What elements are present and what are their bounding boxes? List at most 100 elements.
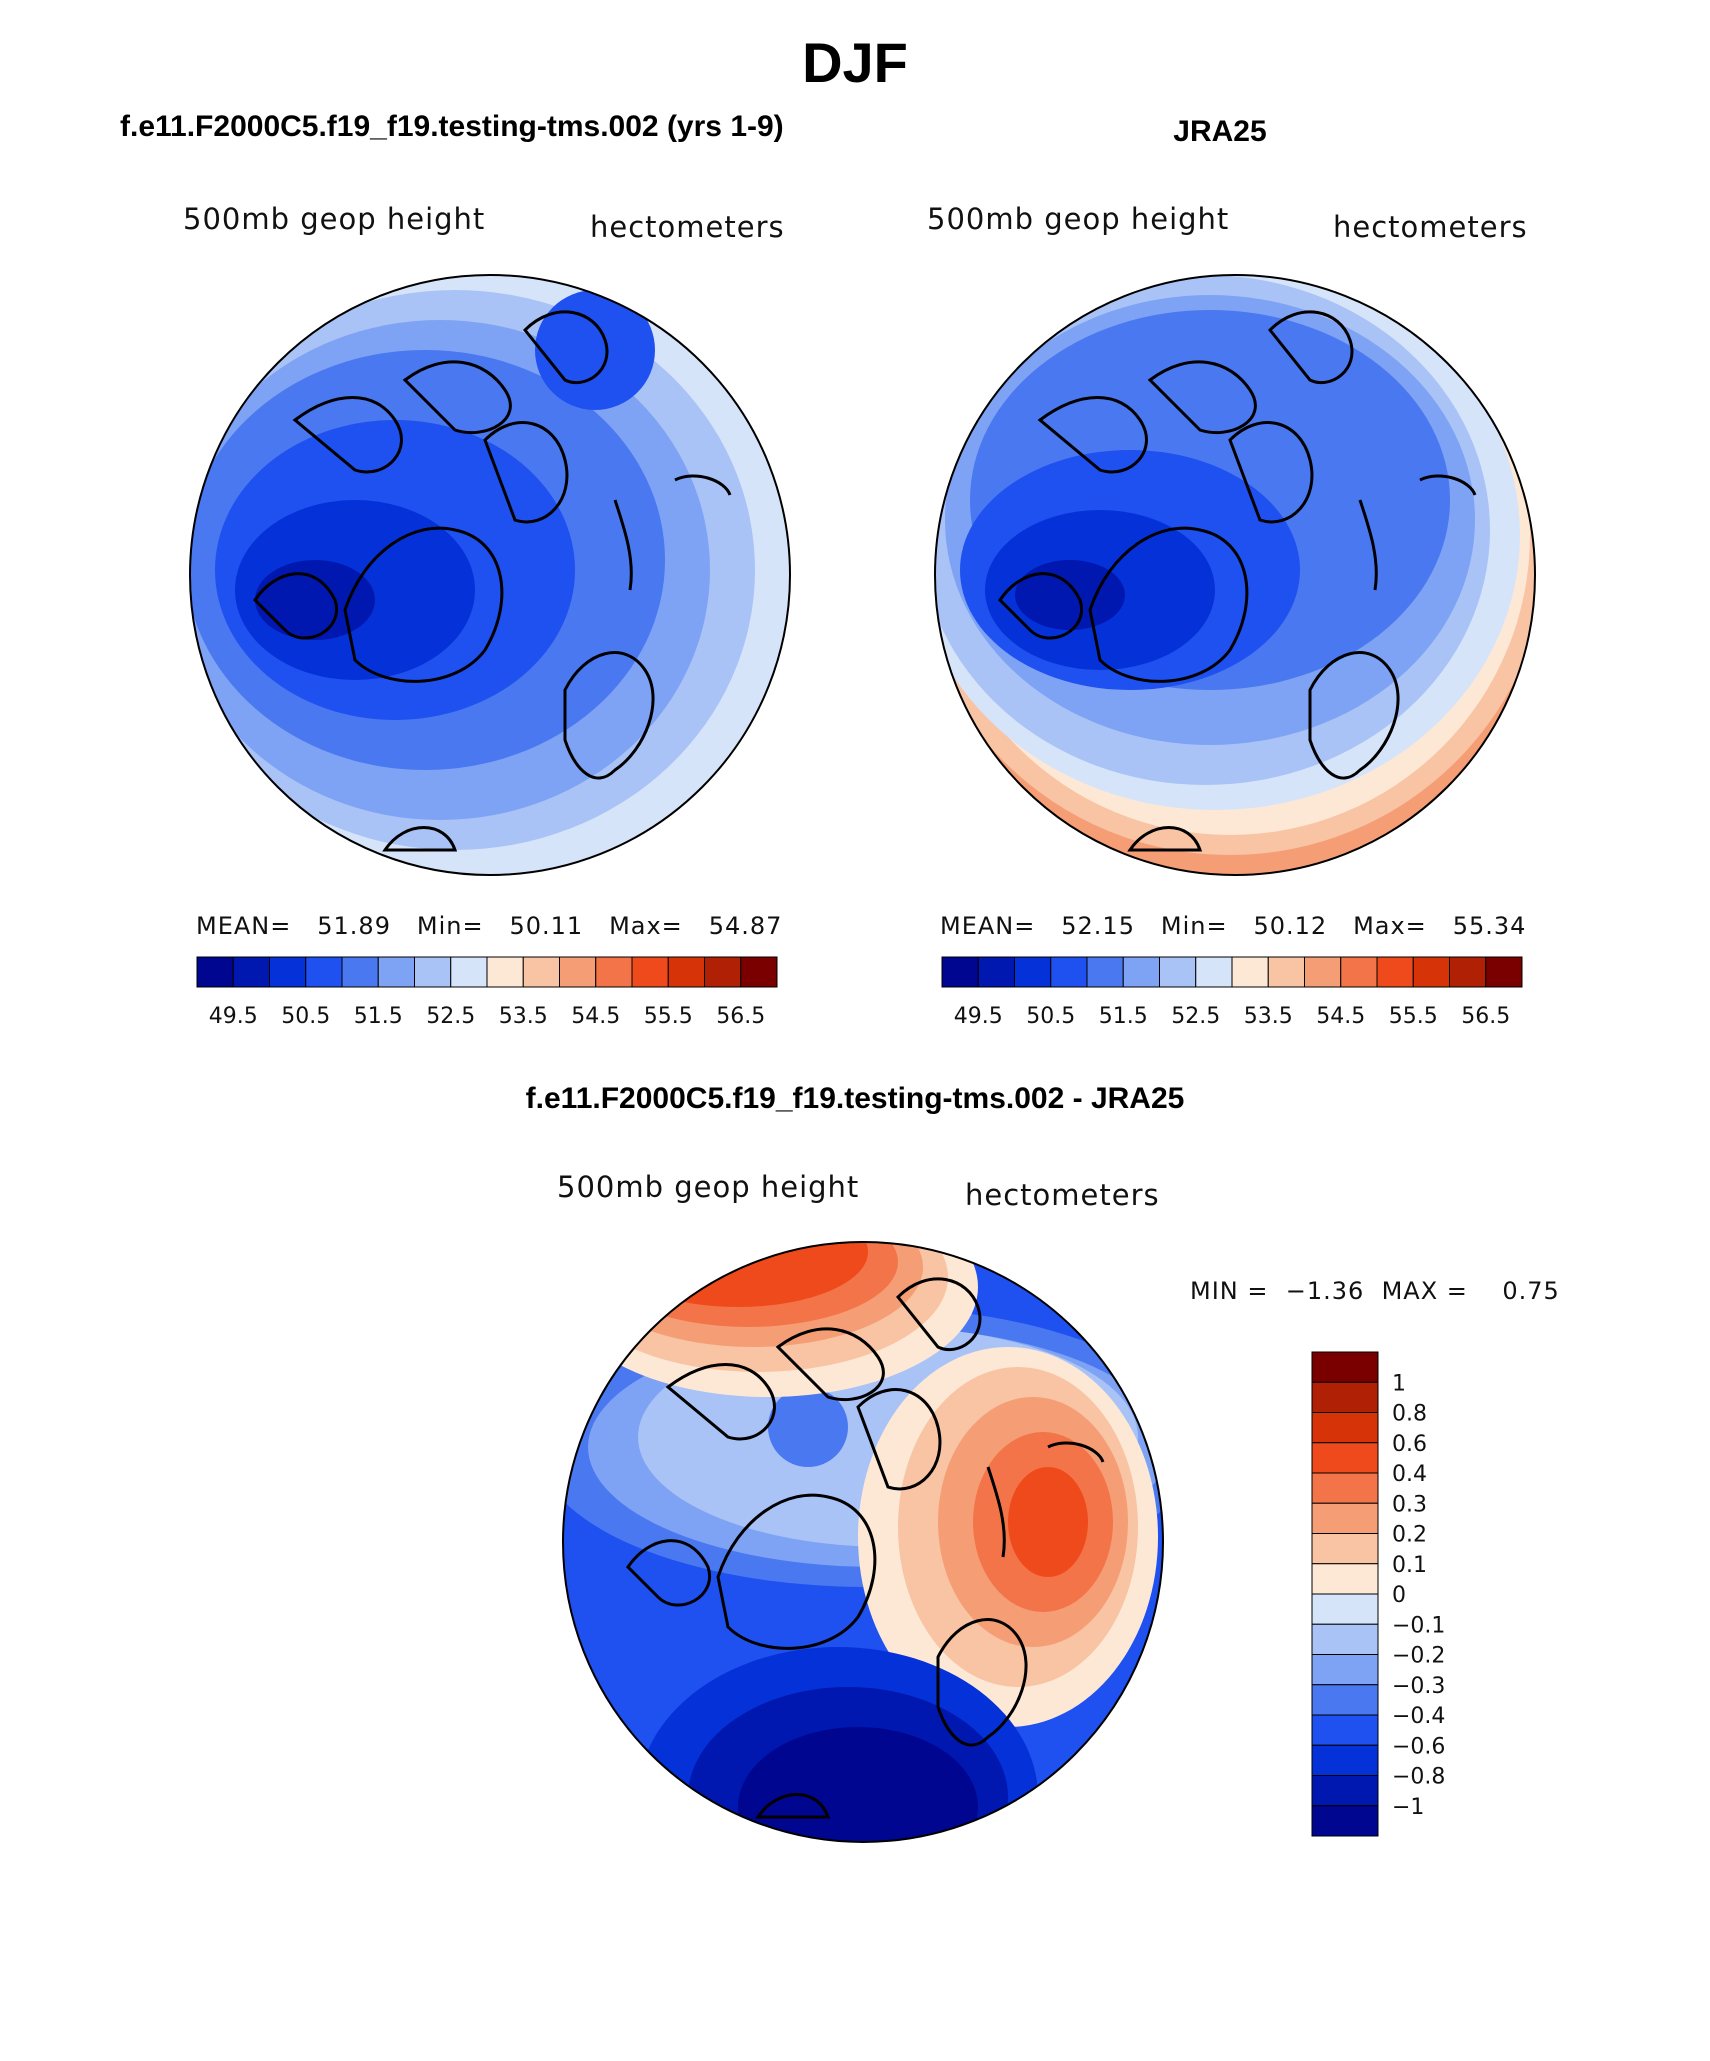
colorbar-tick-label: 56.5: [716, 1004, 765, 1029]
map-boundary: [189, 274, 791, 876]
obs-polar-map: [934, 274, 1536, 876]
diff-max-value: 0.75: [1502, 1277, 1560, 1305]
coastline: [292, 396, 403, 474]
colorbar-swatch: [977, 956, 1015, 988]
colorbar-tick-label: 1: [1392, 1371, 1406, 1396]
colorbar-tick-label: 51.5: [1099, 1004, 1148, 1029]
colorbar-swatch: [305, 956, 343, 988]
colorbar-swatch: [1311, 1593, 1379, 1625]
colorbar-swatch: [414, 956, 452, 988]
colorbar-swatch: [450, 956, 488, 988]
contour-fill: [768, 1387, 848, 1467]
colorbar-tick-label: 0.4: [1392, 1462, 1427, 1487]
colorbar-swatch: [1050, 956, 1088, 988]
colorbar-swatch: [1311, 1502, 1379, 1534]
model-units-label: hectometers: [590, 210, 785, 244]
colorbar-tick-label: 56.5: [1461, 1004, 1510, 1029]
colorbar-swatch: [631, 956, 669, 988]
obs-colorbar: 49.5 50.5 51.5 52.5 53.5 54.5 55.5 56.5: [941, 956, 1523, 1029]
colorbar-tick-label: −0.3: [1392, 1674, 1445, 1699]
colorbar-swatch: [232, 956, 270, 988]
colorbar-swatch: [486, 956, 524, 988]
colorbar-swatch: [1159, 956, 1197, 988]
colorbar-tick-label: 53.5: [1244, 1004, 1293, 1029]
colorbar-swatch: [1231, 956, 1269, 988]
colorbar-tick-label: 55.5: [1389, 1004, 1438, 1029]
colorbar-swatch: [1311, 1563, 1379, 1595]
obs-min-label: Min=: [1160, 912, 1228, 940]
diff-panel-title: f.e11.F2000C5.f19_f19.testing-tms.002 - …: [525, 1082, 1185, 1115]
model-stats: MEAN= 51.89 Min= 50.11 Max= 54.87: [196, 912, 782, 940]
colorbar-tick-label: −0.8: [1392, 1765, 1445, 1790]
coastline: [382, 826, 458, 852]
colorbar-swatch: [740, 956, 778, 988]
model-mean-label: MEAN=: [196, 912, 292, 940]
colorbar-tick-label: 50.5: [1026, 1004, 1075, 1029]
model-max-label: Max=: [609, 912, 683, 940]
colorbar-tick-label: 54.5: [1316, 1004, 1365, 1029]
coastline: [895, 1277, 982, 1352]
page-title: DJF: [802, 31, 908, 94]
model-polar-map: [189, 274, 791, 876]
diff-variable-label: 500mb geop height: [557, 1170, 860, 1204]
colorbar-swatch: [522, 956, 560, 988]
diff-max-label: MAX =: [1381, 1277, 1468, 1305]
model-max-value: 54.87: [708, 912, 783, 940]
colorbar-swatch: [667, 956, 705, 988]
model-min-value: 50.11: [509, 912, 584, 940]
coastline: [998, 572, 1084, 640]
obs-panel-title: JRA25: [1173, 115, 1267, 148]
colorbar-tick-label: 0: [1392, 1583, 1406, 1608]
colorbar-swatch: [595, 956, 633, 988]
coastline: [936, 1618, 1028, 1747]
colorbar-tick-label: −1: [1392, 1795, 1424, 1820]
colorbar-swatch: [377, 956, 415, 988]
colorbar-swatch: [196, 956, 234, 988]
coastline: [1228, 421, 1314, 524]
colorbar-tick-label: 0.8: [1392, 1402, 1427, 1427]
obs-max-value: 55.34: [1452, 912, 1527, 940]
colorbar-swatch: [1485, 956, 1523, 988]
coastline: [613, 499, 633, 591]
colorbar-tick-label: 0.3: [1392, 1492, 1427, 1517]
colorbar-swatch: [1311, 1412, 1379, 1444]
colorbar-swatch: [1304, 956, 1342, 988]
colorbar-swatch: [1449, 956, 1487, 988]
obs-min-value: 50.12: [1253, 912, 1328, 940]
colorbar-swatch: [341, 956, 379, 988]
coastline: [1088, 526, 1249, 683]
coastline: [1047, 1441, 1105, 1463]
contour-fill: [535, 290, 655, 410]
colorbar-tick-label: 55.5: [644, 1004, 693, 1029]
coastline: [986, 1466, 1006, 1558]
colorbar-tick-label: 49.5: [954, 1004, 1003, 1029]
coastline: [665, 1363, 776, 1441]
colorbar-tick-label: 52.5: [1171, 1004, 1220, 1029]
diff-polar-map: [562, 1241, 1164, 1843]
contour-fill: [738, 1727, 978, 1842]
colorbar-swatch: [1267, 956, 1305, 988]
map-boundary: [934, 274, 1536, 876]
colorbar-swatch: [269, 956, 307, 988]
coastline: [755, 1793, 831, 1819]
diff-colorbar: 1 0.8 0.6 0.4 0.3 0.2 0.1 0 −0.1 −0.2 −0.3 −0.4 −0.6…: [1311, 1351, 1445, 1837]
colorbar-swatch: [1340, 956, 1378, 988]
model-panel-title: f.e11.F2000C5.f19_f19.testing-tms.002 (y…: [120, 110, 784, 143]
coastline: [1127, 826, 1203, 852]
obs-variable-label: 500mb geop height: [927, 202, 1230, 236]
obs-max-label: Max=: [1353, 912, 1427, 940]
colorbar-tick-label: 53.5: [499, 1004, 548, 1029]
model-min-label: Min=: [416, 912, 484, 940]
colorbar-tick-label: 52.5: [426, 1004, 475, 1029]
diff-min-label: MIN =: [1190, 1277, 1269, 1305]
colorbar-swatch: [1311, 1533, 1379, 1565]
obs-units-label: hectometers: [1333, 210, 1528, 244]
colorbar-swatch: [1311, 1805, 1379, 1837]
map-boundary: [562, 1241, 1164, 1843]
colorbar-swatch: [1311, 1775, 1379, 1807]
diff-units-label: hectometers: [965, 1178, 1160, 1212]
colorbar-tick-label: −0.1: [1392, 1613, 1445, 1638]
colorbar-swatch: [1311, 1714, 1379, 1746]
colorbar-swatch: [1311, 1684, 1379, 1716]
coastline: [1358, 499, 1378, 591]
